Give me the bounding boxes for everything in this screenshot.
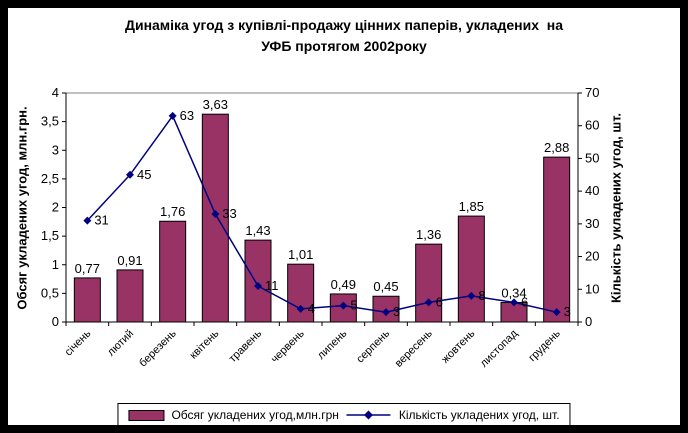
left-axis-tick-label: 0 (52, 314, 59, 329)
bar-value-label: 0,77 (75, 261, 100, 276)
bar-грудень (543, 156, 571, 323)
chart-title-line-1: Динаміка угод з купівлі-продажу цінних п… (124, 17, 564, 33)
bar-series-swatch-icon (128, 409, 165, 421)
bar-value-label: 1,43 (245, 223, 270, 238)
bar-вересень (415, 243, 443, 323)
bar-value-label: 1,76 (160, 204, 185, 219)
x-axis-category-label: серпень (354, 327, 392, 365)
x-axis-category-label: вересень (393, 327, 435, 369)
left-axis-tick-label: 0,5 (41, 285, 59, 300)
x-axis-category-label: листопад (478, 327, 521, 370)
line-value-label: 45 (137, 167, 151, 182)
x-axis-category-label: жовтень (439, 327, 477, 365)
left-axis-tick-label: 2 (52, 200, 59, 215)
bar-series-label: Обсяг укладених угод,млн.грн (171, 408, 339, 422)
line-value-label: 3 (393, 304, 400, 319)
line-marker-березень (168, 111, 177, 120)
right-axis-tick-label: 60 (585, 118, 599, 133)
left-axis-tick-label: 4 (52, 85, 59, 100)
line-value-label: 6 (436, 294, 443, 309)
line-series-path (86, 114, 557, 313)
right-axis-tick-label: 70 (585, 85, 599, 100)
x-axis-category-label: квітень (188, 327, 222, 361)
bar-value-label: 1,36 (416, 227, 441, 242)
bar-value-label: 0,91 (117, 253, 142, 268)
x-axis-category-label: січень (63, 327, 94, 358)
line-marker-липень (339, 301, 348, 310)
line-marker-листопад (510, 298, 518, 307)
left-axis-tick-label: 3 (52, 142, 59, 157)
bar-value-label: 1,85 (459, 199, 484, 214)
right-axis-tick-label: 20 (585, 249, 599, 264)
line-series-marker-icon (346, 410, 391, 420)
line-series-label: Кількість укладених угод, шт. (398, 408, 560, 422)
line-value-label: 6 (521, 294, 528, 309)
line-value-label: 31 (94, 213, 108, 228)
line-value-label: 63 (180, 108, 194, 123)
bar-січень (73, 277, 101, 323)
bar-value-label: 0,49 (331, 277, 356, 292)
line-value-label: 33 (222, 206, 236, 221)
right-axis-tick-label: 10 (585, 281, 599, 296)
line-marker-травень (254, 282, 262, 291)
bar-лютий (116, 269, 144, 323)
bar-value-label: 2,88 (544, 140, 569, 155)
right-axis-tick-label: 0 (585, 314, 592, 329)
line-marker-лютий (126, 170, 134, 179)
line-value-label: 11 (265, 278, 279, 293)
x-axis-category-label: липень (315, 327, 349, 361)
line-marker-вересень (424, 298, 433, 307)
line-marker-жовтень (467, 291, 476, 300)
line-marker-квітень (211, 210, 220, 219)
x-axis-category-label: лютий (105, 328, 136, 359)
bar-жовтень (457, 215, 485, 323)
plot-svg: 00,511,522,533,540102030405060700,770,91… (41, 85, 600, 370)
bar-травень (244, 239, 272, 323)
line-marker-червень (296, 304, 305, 313)
bar-value-label: 3,63 (203, 97, 228, 112)
bar-value-label: 0,34 (501, 286, 526, 301)
bar-value-label: 0,45 (373, 279, 398, 294)
line-value-label: 8 (478, 288, 485, 303)
bar-квітень (201, 113, 229, 323)
right-axis-tick-label: 50 (585, 150, 599, 165)
legend: Обсяг укладених угод,млн.грн Кількість у… (117, 403, 571, 425)
chart-title: Динаміка угод з купівлі-продажу цінних п… (8, 15, 680, 57)
left-axis-tick-label: 3,5 (41, 114, 59, 129)
line-value-label: 5 (350, 298, 357, 313)
left-axis-tick-label: 1,5 (41, 228, 59, 243)
chart-area: Динаміка угод з купівлі-продажу цінних п… (8, 8, 680, 425)
left-axis-tick-label: 1 (52, 257, 59, 272)
line-marker-грудень (552, 308, 561, 317)
line-marker-січень (83, 216, 92, 225)
right-axis-tick-label: 30 (585, 216, 599, 231)
line-marker-серпень (382, 308, 390, 317)
x-axis-category-label: травень (227, 327, 265, 365)
line-value-label: 4 (308, 301, 315, 316)
bar-березень (159, 220, 187, 323)
x-axis-category-label: грудень (526, 327, 563, 364)
x-axis-category-label: червень (269, 327, 307, 365)
line-value-label: 3 (564, 304, 571, 319)
right-axis-tick-label: 40 (585, 183, 599, 198)
bar-value-label: 1,01 (288, 247, 313, 262)
left-axis-tick-label: 2,5 (41, 171, 59, 186)
chart-title-line-2: УФБ протягом 2002року (261, 38, 427, 54)
x-axis-category-label: березень (137, 327, 179, 369)
